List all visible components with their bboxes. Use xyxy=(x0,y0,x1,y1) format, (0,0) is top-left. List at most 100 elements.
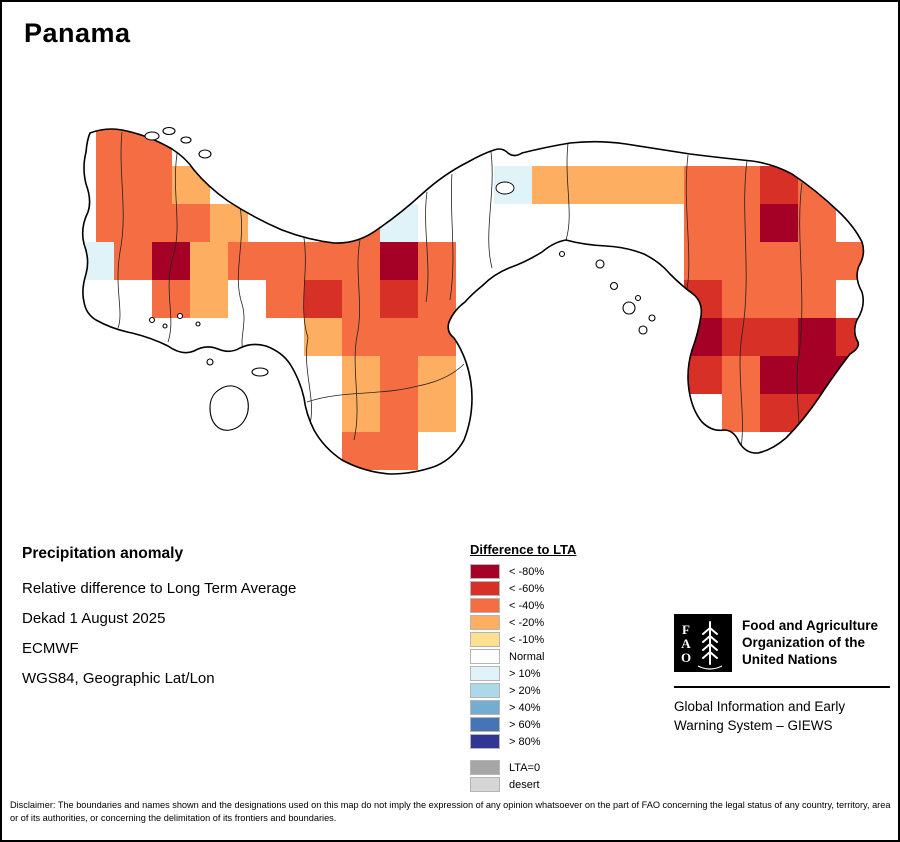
legend-item: > 60% xyxy=(470,717,576,732)
legend-item: < -40% xyxy=(470,598,576,613)
raster-cell xyxy=(96,166,134,204)
legend-swatch xyxy=(470,649,500,664)
raster-cell xyxy=(304,318,342,356)
metadata-heading: Precipitation anomaly xyxy=(22,545,184,562)
legend-item: Normal xyxy=(470,649,576,664)
legend-swatch xyxy=(470,564,500,579)
raster-cell xyxy=(380,394,418,432)
raster-cell xyxy=(380,242,418,280)
legend-label: < -20% xyxy=(509,616,545,629)
raster-cell xyxy=(134,166,172,204)
footer-divider xyxy=(674,686,890,688)
gatun-lake xyxy=(495,181,515,195)
legend-label: < -80% xyxy=(509,565,545,578)
legend-label: < -10% xyxy=(509,633,545,646)
legend-items: < -80% < -60% < -40% < -20% < -10% Normal > 10… xyxy=(470,564,576,749)
legend-label: < -60% xyxy=(509,582,545,595)
legend-label: < -40% xyxy=(509,599,545,612)
raster-cell xyxy=(152,242,190,280)
metadata-line: Dekad 1 August 2025 xyxy=(22,610,166,627)
fao-name-line: Organization of the xyxy=(742,635,865,650)
raster-cell xyxy=(418,394,456,432)
raster-cell xyxy=(760,280,798,318)
legend-swatch xyxy=(470,581,500,596)
legend-item: LTA=0 xyxy=(470,760,576,775)
giews-label: Global Information and Early Warning Sys… xyxy=(674,697,890,735)
raster-cell xyxy=(380,432,418,470)
fao-name: Food and Agriculture Organization of the… xyxy=(742,614,878,672)
raster-cell xyxy=(684,204,722,242)
legend-label: > 60% xyxy=(509,718,541,731)
legend-item: < -10% xyxy=(470,632,576,647)
raster-cell xyxy=(190,280,228,318)
raster-cell xyxy=(96,129,134,166)
svg-text:F: F xyxy=(682,622,690,637)
raster-cell xyxy=(266,280,304,318)
raster-cell xyxy=(760,356,798,394)
legend-swatch xyxy=(470,632,500,647)
legend-item: < -20% xyxy=(470,615,576,630)
raster-cell xyxy=(418,356,456,394)
raster-cell xyxy=(684,318,722,356)
raster-cell xyxy=(172,166,210,204)
legend-swatch xyxy=(470,717,500,732)
svg-text:O: O xyxy=(681,650,691,665)
legend-label: > 10% xyxy=(509,667,541,680)
raster-cell xyxy=(684,280,722,318)
raster-cell xyxy=(608,166,646,204)
raster-cell xyxy=(342,394,380,432)
raster-cell xyxy=(798,166,836,204)
svg-text:A: A xyxy=(681,636,691,651)
raster-cell xyxy=(760,204,798,242)
panama-map-container xyxy=(2,2,898,522)
raster-cell xyxy=(304,280,342,318)
legend-item: < -80% xyxy=(470,564,576,579)
islands xyxy=(144,126,656,431)
legend-extra-items: LTA=0 desert xyxy=(470,760,576,792)
legend-label: > 40% xyxy=(509,701,541,714)
raster-cell xyxy=(342,204,380,242)
fao-emblem-icon: F A O xyxy=(681,621,723,670)
raster-cell xyxy=(684,242,722,280)
fao-name-line: United Nations xyxy=(742,652,838,667)
raster-cell xyxy=(722,204,760,242)
legend-swatch xyxy=(470,760,500,775)
disclaimer-text: Disclaimer: The boundaries and names sho… xyxy=(10,800,891,823)
raster-cell xyxy=(798,242,836,280)
raster-cell xyxy=(684,356,722,394)
legend: Difference to LTA < -80% < -60% < -40% < -2… xyxy=(470,542,576,794)
raster-cell xyxy=(798,204,836,242)
legend-item: > 80% xyxy=(470,734,576,749)
raster-cell xyxy=(836,356,864,394)
raster-cell xyxy=(342,280,380,318)
giews-line: Warning System – GIEWS xyxy=(674,718,833,733)
metadata-line: Relative difference to Long Term Average xyxy=(22,580,297,597)
raster-cell xyxy=(228,242,266,280)
raster-cell xyxy=(570,166,608,204)
raster-cell xyxy=(342,318,380,356)
legend-swatch xyxy=(470,734,500,749)
legend-swatch xyxy=(470,666,500,681)
raster-cell xyxy=(798,318,836,356)
country-outline xyxy=(81,128,865,475)
legend-label: LTA=0 xyxy=(509,761,541,774)
raster-cell xyxy=(380,280,418,318)
raster-cell xyxy=(380,318,418,356)
raster-cell xyxy=(342,356,380,394)
legend-swatch xyxy=(470,777,500,792)
raster-cell xyxy=(760,318,798,356)
raster-cell xyxy=(722,280,760,318)
legend-label: Normal xyxy=(509,650,545,663)
raster-cell xyxy=(114,242,152,280)
fao-name-line: Food and Agriculture xyxy=(742,618,878,633)
province-boundaries xyxy=(117,131,803,449)
raster-cell xyxy=(532,166,570,204)
legend-label: > 20% xyxy=(509,684,541,697)
raster-cell xyxy=(418,280,456,318)
legend-item: desert xyxy=(470,777,576,792)
legend-swatch xyxy=(470,683,500,698)
legend-swatch xyxy=(470,598,500,613)
legend-title: Difference to LTA xyxy=(470,542,577,557)
giews-line: Global Information and Early xyxy=(674,699,846,714)
